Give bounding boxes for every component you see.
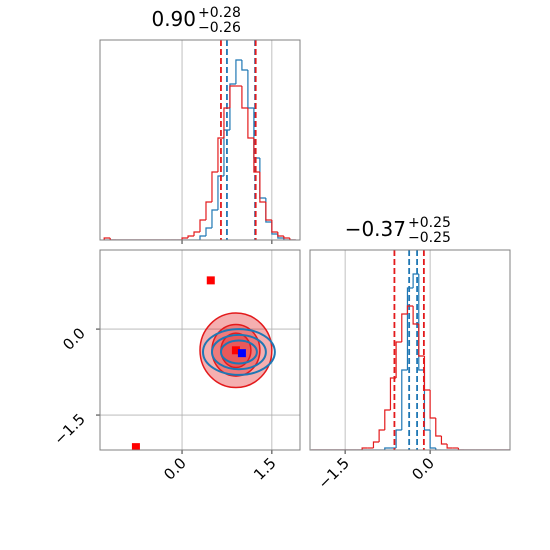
histogram-step [384, 409, 391, 430]
histogram-step [211, 209, 218, 228]
histogram-step [440, 436, 448, 445]
plot-area [103, 40, 296, 240]
histogram-step [199, 235, 206, 240]
histogram-step [401, 369, 408, 430]
histogram-step [181, 237, 189, 240]
histogram-step [446, 444, 453, 449]
y-tick-label: 0.0 [59, 324, 89, 354]
histogram-step [259, 172, 266, 203]
histogram-step [229, 85, 236, 108]
panel-frame [99, 249, 301, 451]
panel-title: 0.90 [151, 7, 196, 31]
marker [231, 346, 240, 355]
histogram-step [103, 237, 111, 240]
title-upper: +0.28 [198, 5, 241, 21]
histogram-step [229, 83, 236, 130]
histogram-step [247, 108, 254, 139]
histogram-step [265, 202, 272, 221]
histogram-step [418, 274, 425, 371]
histogram-step [265, 198, 272, 223]
histogram-step [395, 341, 402, 378]
title-lower: −0.26 [198, 20, 241, 36]
histogram-step [372, 441, 380, 448]
histogram-step [193, 231, 200, 236]
x-tick-label: −1.5 [314, 454, 352, 492]
histogram-step [205, 227, 212, 236]
histogram-step [283, 238, 290, 240]
histogram-step [289, 238, 296, 240]
x-tick-label: 0.0 [160, 454, 190, 484]
histogram-step [401, 313, 408, 342]
histogram-step [217, 137, 224, 172]
contour [219, 339, 258, 365]
x-tick-label: 1.5 [250, 454, 280, 484]
title-lower: −0.25 [408, 230, 451, 246]
plot-area [311, 250, 510, 450]
marker [237, 349, 246, 358]
histogram-step [253, 138, 260, 173]
panel-title: −0.37 [345, 217, 406, 241]
histogram-step [241, 86, 248, 109]
histogram-step [384, 447, 391, 450]
histogram-step [283, 236, 290, 239]
histogram-step [435, 418, 442, 437]
histogram-step [211, 171, 218, 202]
panel-frame [99, 39, 301, 241]
histogram-step [429, 430, 436, 449]
histogram-step [271, 220, 278, 233]
histogram-step [187, 235, 195, 238]
histogram-step [241, 60, 248, 71]
histogram-step [378, 429, 385, 442]
histogram-step [418, 324, 425, 357]
histogram-step [205, 201, 212, 220]
histogram-step [423, 356, 431, 391]
x-tick-label: 0.0 [408, 454, 438, 484]
histogram-step [412, 306, 419, 325]
histogram-step [217, 175, 224, 210]
histogram-step [235, 59, 242, 84]
histogram-step [247, 70, 254, 109]
marker [131, 443, 140, 450]
histogram-step [259, 158, 266, 199]
contour [201, 328, 276, 376]
histogram-step [109, 238, 117, 240]
panel-frame [309, 249, 511, 451]
histogram-step [361, 447, 368, 450]
histogram-step [395, 429, 402, 448]
marker [206, 276, 215, 285]
histogram-step [277, 232, 284, 237]
histogram-step [435, 448, 442, 450]
contour [210, 333, 267, 371]
histogram-step [199, 219, 206, 232]
plot-area [100, 250, 300, 450]
y-tick-label: −1.5 [50, 410, 88, 448]
histogram-step [406, 305, 414, 314]
histogram-step [457, 448, 465, 450]
histogram-step [223, 107, 230, 138]
histogram-step [429, 390, 436, 419]
title-upper: +0.25 [408, 215, 451, 231]
histogram-step [406, 287, 414, 370]
histogram-step [423, 370, 431, 431]
